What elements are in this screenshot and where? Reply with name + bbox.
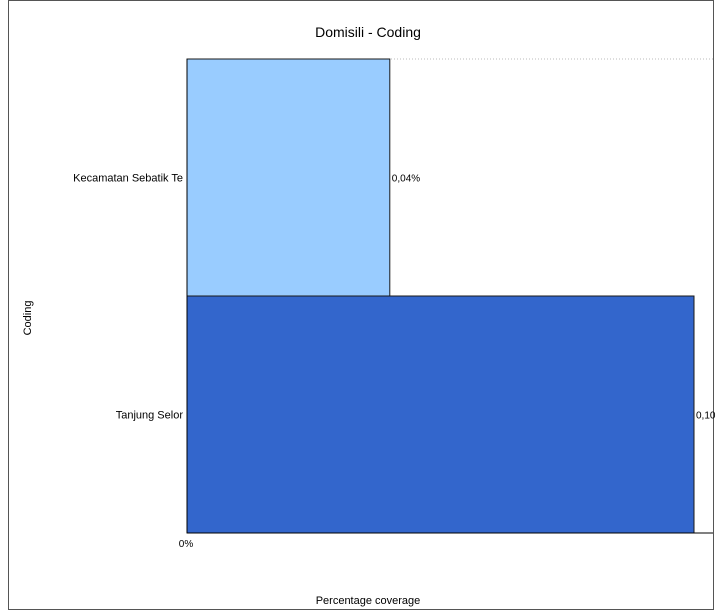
bar (186, 58, 391, 297)
x-tick-label: 0% (179, 539, 194, 550)
x-axis-label: Percentage coverage (316, 595, 421, 607)
bar (186, 295, 695, 534)
chart-title: Domisili - Coding (315, 24, 421, 40)
data-label: 0,10 (696, 411, 716, 422)
y-axis-label: Coding (22, 301, 34, 336)
category-label: Tanjung Selor (116, 410, 184, 422)
data-label: 0,04% (392, 174, 420, 185)
plot-area: Kecamatan Sebatik Te 0,04% Tanjung Selor 0,… (73, 58, 716, 534)
category-label: Kecamatan Sebatik Te (73, 173, 183, 185)
